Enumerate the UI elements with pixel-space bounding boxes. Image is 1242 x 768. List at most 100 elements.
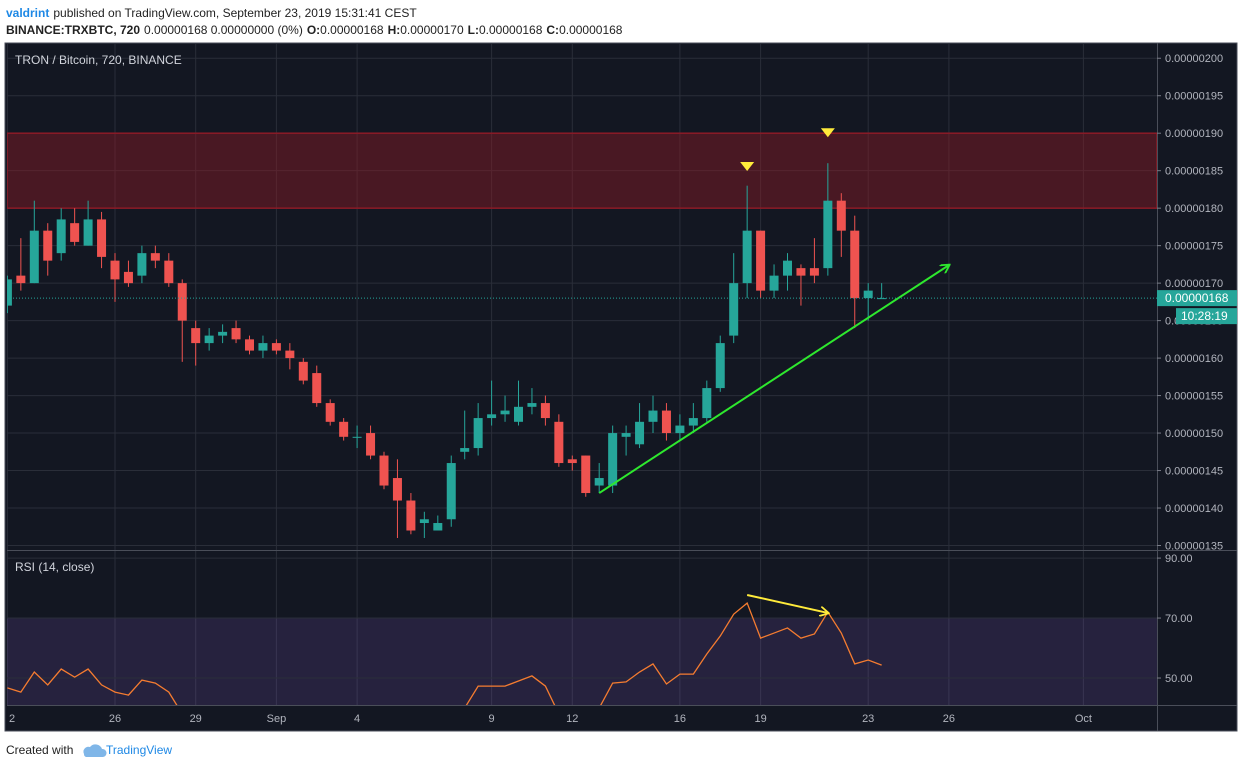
x-tick-label: 2 <box>9 713 15 725</box>
ohlc-value: 0.00000168 <box>320 23 384 37</box>
candle-body <box>567 459 577 464</box>
chart-frame <box>4 42 1238 732</box>
y-tick-label: 0.00000185 <box>1165 166 1223 178</box>
ohlc-value: 0.00000168 <box>479 23 543 37</box>
brand: TradingView <box>106 743 172 757</box>
candle-body <box>285 350 295 359</box>
y-tick-label: 0.00000160 <box>1165 353 1223 365</box>
candle-body <box>231 328 241 340</box>
quote: 0.00000168 0.00000000 (0%) <box>144 23 303 37</box>
candle-body <box>433 523 443 531</box>
candle-body <box>191 328 201 344</box>
candle-body <box>312 373 322 404</box>
candle-body <box>756 230 766 291</box>
candle-body <box>460 448 470 452</box>
y-tick-label: 0.00000170 <box>1165 278 1223 290</box>
candle-body <box>863 290 873 299</box>
candle-body <box>29 230 39 284</box>
candle-body <box>635 421 645 445</box>
candle-body <box>473 418 483 449</box>
x-tick-label: 9 <box>489 713 495 725</box>
ohlc-value: 0.00000168 <box>559 23 623 37</box>
x-tick-label: 4 <box>354 713 360 725</box>
candle-body <box>392 478 402 501</box>
y-tick-label: 0.00000200 <box>1165 53 1223 65</box>
last-price-box <box>1157 290 1237 307</box>
candle-body <box>850 230 860 299</box>
candle-body <box>419 519 429 524</box>
candle-body <box>16 275 26 284</box>
candle-body <box>675 425 685 434</box>
candle-body <box>621 433 631 437</box>
published: published on TradingView.com, September … <box>53 6 417 20</box>
trendline <box>598 265 949 494</box>
candle-body <box>648 410 658 422</box>
countdown-box <box>1176 308 1237 325</box>
candle-body <box>527 403 537 407</box>
logo <box>83 744 107 757</box>
x-tick-label: 16 <box>674 713 686 725</box>
candle-body <box>123 271 133 284</box>
ohlc-key: C: <box>546 23 559 37</box>
trendline <box>746 593 828 613</box>
candle-body <box>581 455 591 494</box>
legend: TRON / Bitcoin, 720, BINANCE <box>15 53 182 67</box>
candle-body <box>688 418 698 426</box>
candle-body <box>137 253 147 276</box>
rsi-legend: RSI (14, close) <box>15 560 94 574</box>
candle-body <box>150 253 160 261</box>
ohlc-key: H: <box>388 23 401 37</box>
candle-body <box>729 283 739 336</box>
x-tick-label: Sep <box>267 713 287 725</box>
y-tick-label: 0.00000180 <box>1165 203 1223 215</box>
x-tick-label: 26 <box>943 713 955 725</box>
candle-body <box>245 339 254 351</box>
candle-body <box>177 283 187 321</box>
y-tick-label: 0.00000140 <box>1165 503 1223 515</box>
candle-body <box>715 343 725 389</box>
candle-body <box>769 275 779 291</box>
y-tick-label: 0.00000195 <box>1165 91 1223 103</box>
candle-body <box>742 230 752 284</box>
y-tick-label: 0.00000150 <box>1165 428 1223 440</box>
candle-body <box>204 335 214 344</box>
rsi-band <box>7 618 1157 705</box>
candle-body <box>406 500 416 531</box>
created-with: Created with <box>6 743 73 757</box>
candle-body <box>110 260 120 280</box>
candle-body <box>164 260 174 284</box>
candle-body <box>366 433 376 456</box>
candle-body <box>446 463 456 520</box>
ohlc-value: 0.00000170 <box>400 23 464 37</box>
candle-body <box>339 421 349 437</box>
ohlc-key: O: <box>307 23 320 37</box>
candle-body <box>554 421 564 464</box>
y-tick-label: 90.00 <box>1165 553 1193 565</box>
header-line: valdrint published on TradingView.com, Se… <box>6 6 417 20</box>
candle-body <box>796 268 806 276</box>
candle-body <box>514 406 523 422</box>
candle-body <box>7 279 12 306</box>
candle-body <box>352 436 362 438</box>
candle-body <box>608 433 618 486</box>
x-tick-label: 23 <box>862 713 874 725</box>
symbol: BINANCE:TRXBTC, 720 <box>6 23 140 37</box>
x-tick-label: 26 <box>109 713 121 725</box>
candle-body <box>56 219 66 254</box>
candle-body <box>487 414 497 419</box>
candle-body <box>258 343 268 351</box>
candle-body <box>783 260 792 276</box>
countdown: 10:28:19 <box>1181 309 1228 323</box>
last-price-label: 0.00000168 <box>1165 291 1229 305</box>
author: valdrint <box>6 6 49 20</box>
candle-body <box>809 268 819 276</box>
y-tick-label: 70.00 <box>1165 613 1193 625</box>
ohlc-key: L: <box>468 23 479 37</box>
candle-body <box>540 403 550 419</box>
candle-body <box>218 331 228 336</box>
candle-body <box>823 200 833 269</box>
candle-body <box>379 455 389 486</box>
candle-body <box>271 343 281 351</box>
quote-line: BINANCE:TRXBTC, 720 0.00000168 0.00000000… <box>6 23 623 37</box>
